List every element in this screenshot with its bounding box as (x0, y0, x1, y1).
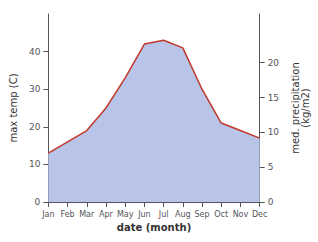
svg-text:Jan: Jan (41, 210, 54, 219)
svg-text:date (month): date (month) (117, 222, 191, 233)
svg-text:May: May (117, 210, 134, 219)
svg-text:10: 10 (29, 159, 41, 169)
svg-text:Jun: Jun (137, 210, 151, 219)
svg-text:Apr: Apr (99, 210, 114, 219)
svg-text:0: 0 (268, 197, 274, 207)
svg-text:(kg/m2): (kg/m2) (300, 88, 311, 128)
svg-text:5: 5 (268, 162, 274, 172)
svg-text:0: 0 (35, 197, 41, 207)
svg-text:10: 10 (268, 127, 280, 137)
svg-text:Sep: Sep (194, 210, 209, 219)
svg-text:15: 15 (268, 93, 279, 103)
svg-text:Mar: Mar (79, 210, 95, 219)
svg-text:20: 20 (29, 122, 41, 132)
svg-text:Nov: Nov (233, 210, 249, 219)
svg-text:Aug: Aug (175, 210, 191, 219)
svg-text:40: 40 (29, 47, 41, 57)
svg-text:Feb: Feb (60, 210, 74, 219)
svg-text:30: 30 (29, 84, 41, 94)
svg-text:Oct: Oct (214, 210, 228, 219)
svg-text:med. precipitation: med. precipitation (289, 62, 301, 154)
svg-text:Jul: Jul (158, 210, 169, 219)
svg-text:20: 20 (268, 58, 280, 68)
svg-text:max temp (C): max temp (C) (8, 73, 19, 142)
svg-text:Dec: Dec (252, 210, 267, 219)
